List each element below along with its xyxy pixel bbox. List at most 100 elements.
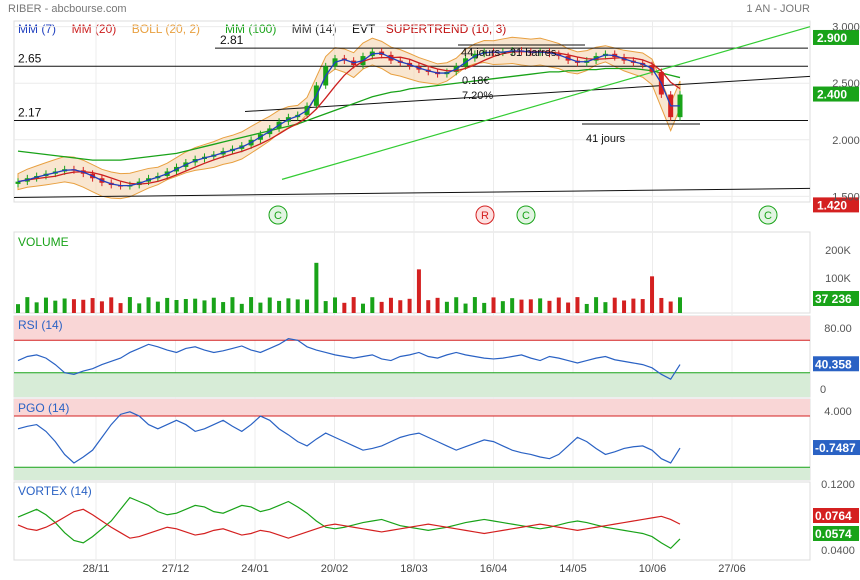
event-marker bbox=[475, 205, 495, 225]
rsi-title: RSI (14) bbox=[18, 318, 63, 332]
mm7-line bbox=[17, 50, 680, 187]
vortex-y-tick: 0.1200 bbox=[821, 479, 855, 491]
volume-bar bbox=[16, 304, 20, 313]
x-tick-label: 16/04 bbox=[480, 563, 508, 575]
x-tick-label: 28/11 bbox=[83, 563, 110, 575]
volume-bar bbox=[165, 297, 170, 313]
volume-panel: VOLUME 200K 100K 37 236 bbox=[16, 235, 859, 313]
x-tick-label: 24/01 bbox=[241, 563, 269, 575]
volume-bar bbox=[295, 299, 300, 313]
event-marker bbox=[516, 205, 536, 225]
level-label: 2.65 bbox=[18, 51, 42, 65]
volume-bar bbox=[249, 297, 254, 313]
volume-bar bbox=[53, 300, 58, 313]
rsi-y-tick: 80.00 bbox=[824, 323, 852, 335]
volume-bar bbox=[239, 303, 244, 313]
pgo-badge bbox=[813, 440, 860, 456]
volume-bar bbox=[25, 297, 30, 313]
volume-bar bbox=[379, 301, 384, 313]
vortex-minus-line bbox=[17, 508, 681, 539]
volume-bar bbox=[174, 300, 179, 313]
volume-bar bbox=[146, 297, 151, 313]
volume-bar bbox=[584, 303, 589, 313]
rsi-overbought-zone bbox=[14, 316, 810, 341]
volume-bar bbox=[342, 302, 347, 313]
x-tick-label: 18/03 bbox=[400, 563, 428, 575]
volume-badge bbox=[813, 291, 859, 306]
volume-bar bbox=[640, 299, 645, 313]
volume-badge-text: 37 236 bbox=[815, 292, 852, 306]
event-marker-letter: C bbox=[522, 210, 530, 222]
volume-y-tick: 200K bbox=[825, 245, 851, 257]
volume-bar bbox=[277, 300, 282, 313]
volume-bar bbox=[482, 302, 487, 313]
price-badge bbox=[813, 86, 859, 102]
volume-bar bbox=[631, 298, 636, 313]
price-y-tick: 3.000 bbox=[832, 22, 860, 34]
volume-bar bbox=[594, 297, 599, 313]
vortex-badge-text: 0.0764 bbox=[815, 509, 852, 523]
rsi-oversold-zone bbox=[14, 372, 810, 397]
rsi-badge-text: 40.358 bbox=[815, 357, 852, 371]
volume-bar bbox=[230, 297, 235, 313]
volume-bar bbox=[575, 297, 580, 313]
volume-bar bbox=[678, 297, 682, 313]
volume-bar bbox=[202, 300, 207, 313]
level-label: 2.17 bbox=[18, 106, 42, 120]
vortex-title: VORTEX (14) bbox=[18, 484, 92, 498]
indicator-legend: MM (7) MM (20) BOLL (20, 2) MM (100) MM (14)… bbox=[18, 22, 506, 36]
volume-bar bbox=[556, 297, 561, 313]
mm20-line bbox=[17, 50, 681, 185]
mm100-line bbox=[17, 67, 681, 161]
x-tick-label: 10/06 bbox=[639, 563, 667, 575]
volume-bar bbox=[62, 298, 67, 313]
x-axis: 28/11 27/12 24/01 20/02 18/03 16/04 14/05 10/06… bbox=[83, 563, 746, 575]
period-label: 1 AN - JOUR bbox=[746, 3, 810, 15]
volume-bar bbox=[314, 262, 319, 313]
volume-bar bbox=[155, 301, 160, 313]
volume-bar bbox=[659, 297, 664, 313]
pgo-overbought-zone bbox=[14, 399, 810, 417]
event-marker-letter: R bbox=[481, 210, 489, 222]
volume-bar bbox=[71, 299, 76, 313]
volume-bar bbox=[547, 300, 552, 313]
price-badge-text: 1.420 bbox=[817, 198, 847, 212]
volume-bar bbox=[426, 300, 431, 313]
volume-bar bbox=[444, 301, 449, 313]
pgo-panel: PGO (14) 4.000 -0.7487 bbox=[14, 399, 860, 480]
price-badge bbox=[813, 197, 859, 213]
volume-bar bbox=[183, 298, 188, 313]
volume-bar bbox=[472, 297, 477, 313]
volume-bar bbox=[603, 302, 608, 313]
volume-bar bbox=[34, 302, 39, 313]
price-badge bbox=[813, 29, 859, 45]
volume-bar bbox=[510, 298, 515, 313]
x-tick-label: 14/05 bbox=[559, 563, 587, 575]
legend-item-2: BOLL (20, 2) bbox=[132, 22, 200, 36]
y-axis: 3.000 2.500 2.000 1.500 bbox=[832, 22, 860, 204]
volume-bar bbox=[305, 299, 310, 313]
volume-bar bbox=[650, 276, 655, 313]
pgo-title: PGO (14) bbox=[18, 401, 69, 415]
event-marker bbox=[758, 205, 778, 225]
volume-bar bbox=[360, 303, 365, 313]
vortex-badge-text: 0.0574 bbox=[815, 527, 852, 541]
event-marker-letter: C bbox=[764, 210, 772, 222]
volume-frame bbox=[13, 231, 811, 314]
volume-bar bbox=[43, 297, 48, 313]
trendline-support bbox=[13, 187, 811, 198]
volume-bar bbox=[193, 298, 198, 313]
price-y-tick: 2.000 bbox=[832, 135, 860, 147]
volume-bar bbox=[500, 301, 505, 313]
annotation-duration: 44 jours - 31 barres bbox=[461, 47, 557, 59]
price-badge-text: 2.900 bbox=[817, 31, 847, 45]
vortex-y-tick: 0.0400 bbox=[821, 545, 855, 557]
volume-bar bbox=[528, 299, 533, 313]
volume-bar bbox=[81, 299, 86, 313]
vortex-panel: VORTEX (14) 0.1200 0.0400 0.0764 0.0574 bbox=[17, 479, 859, 557]
volume-bar bbox=[388, 297, 393, 313]
candle-body bbox=[15, 181, 21, 184]
volume-bar bbox=[286, 298, 291, 313]
volume-bar bbox=[137, 303, 142, 313]
